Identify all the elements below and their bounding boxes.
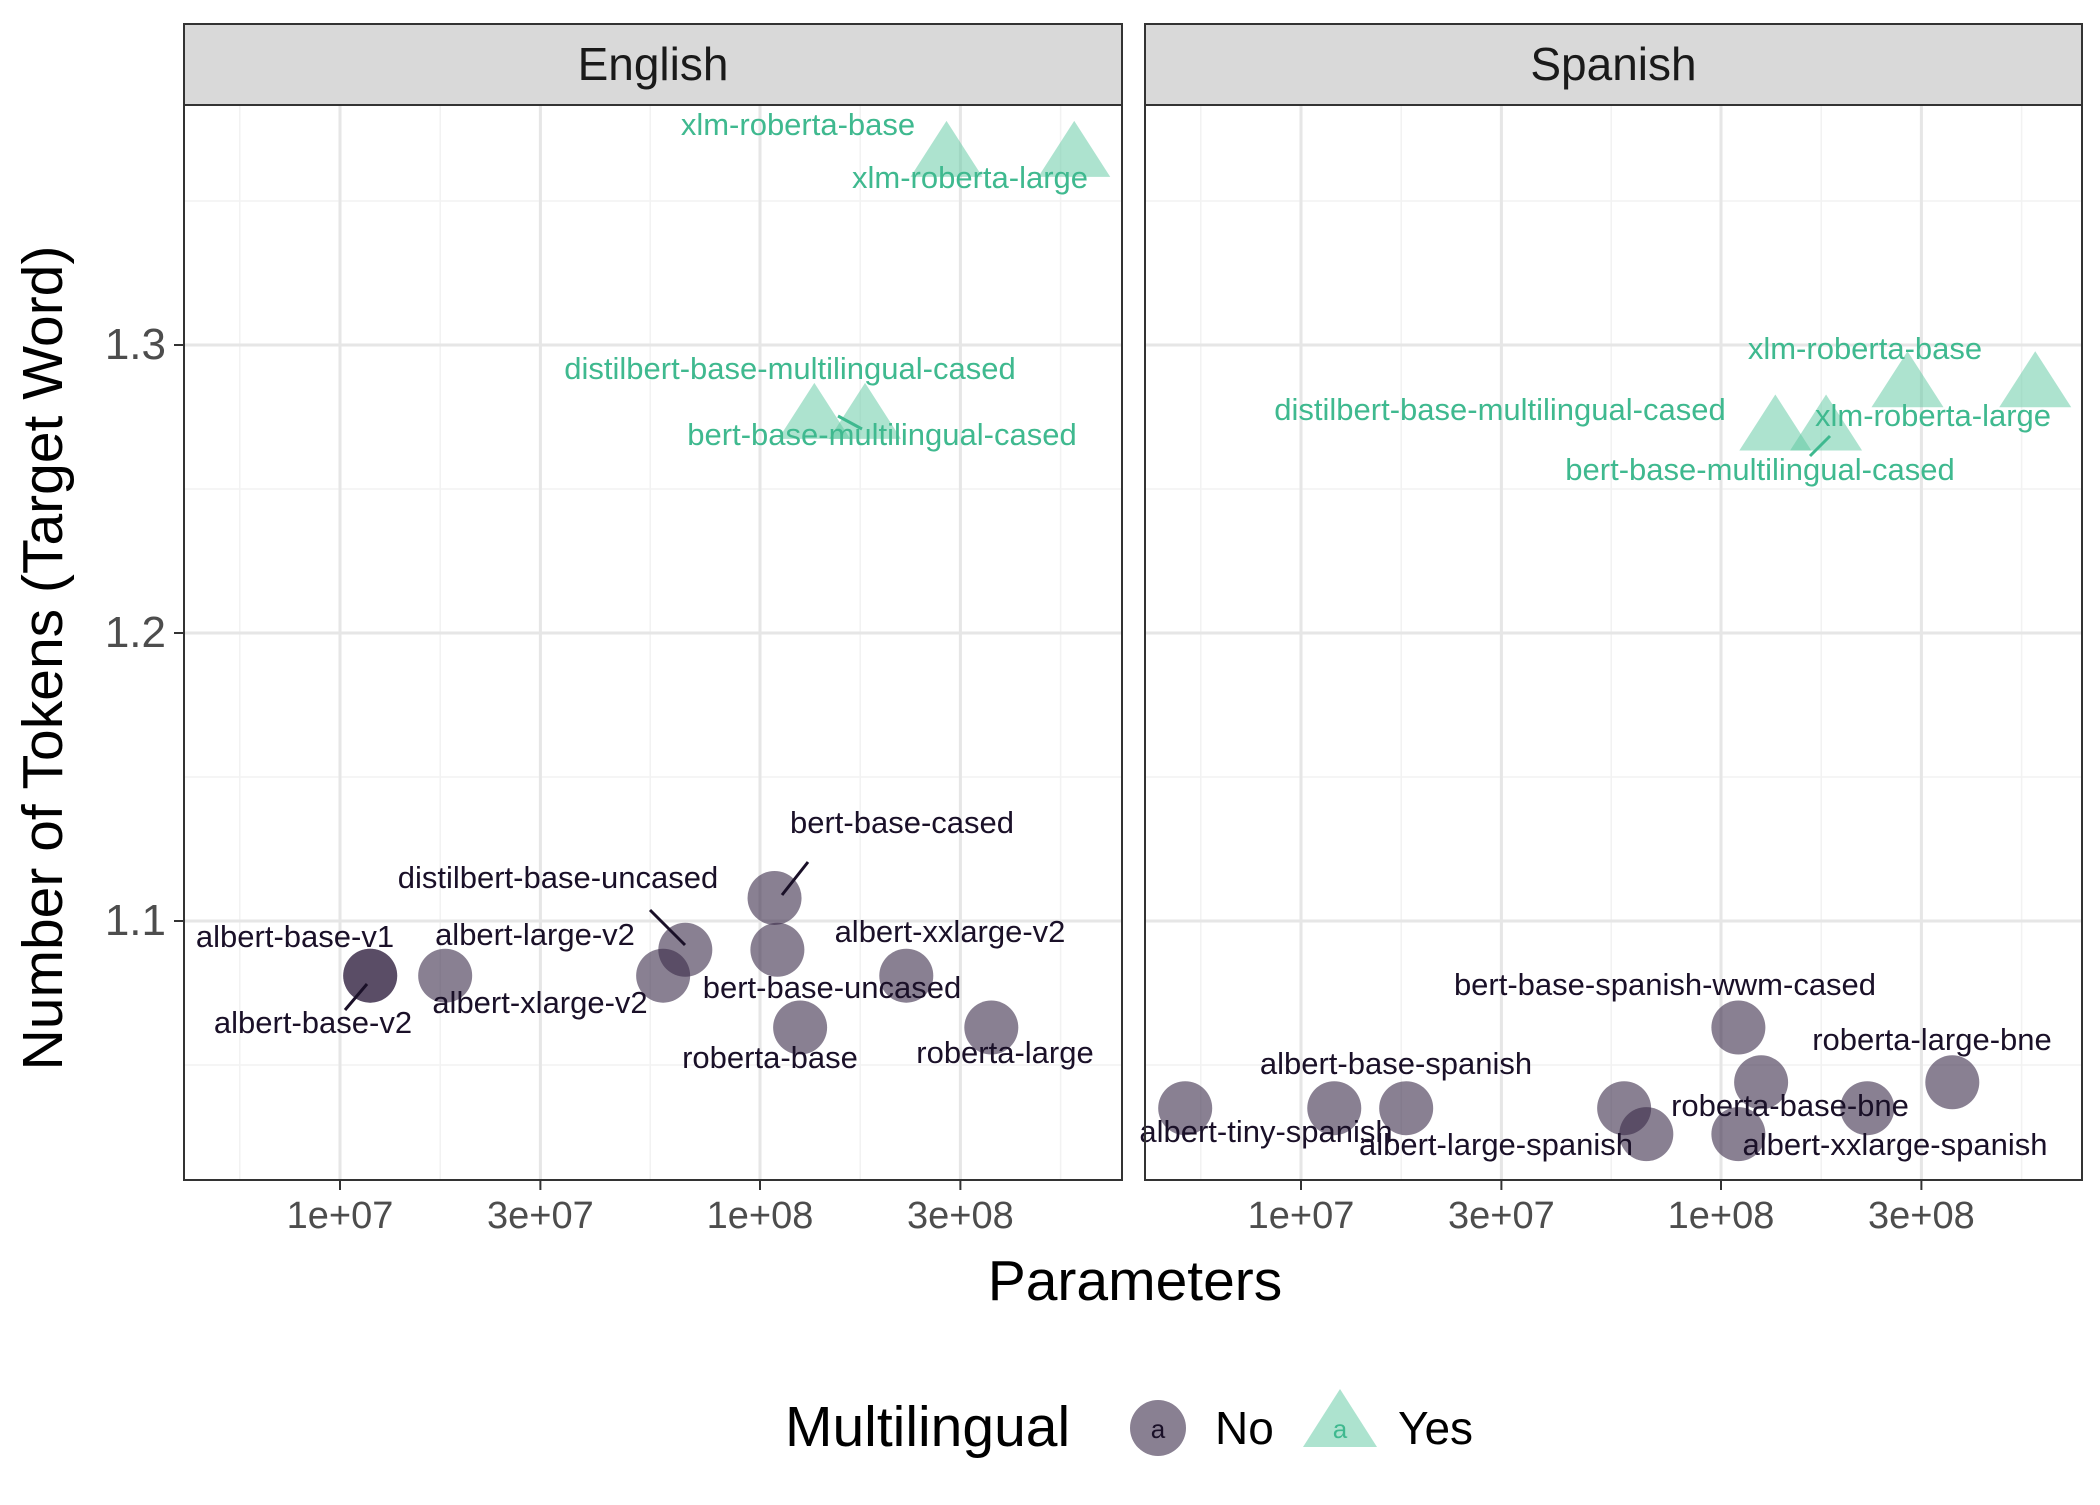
point-label-xlm-roberta-large: xlm-roberta-large bbox=[1815, 398, 2051, 433]
x-tick-label: 3e+08 bbox=[1868, 1195, 1975, 1237]
panel-border-spanish bbox=[1144, 104, 2083, 1181]
point-roberta-large bbox=[964, 1000, 1019, 1055]
point-label-bert-base-cased: bert-base-cased bbox=[790, 805, 1014, 840]
point-label-albert-large-v2: albert-large-v2 bbox=[435, 917, 635, 952]
x-tick-label: 3e+07 bbox=[1448, 1195, 1555, 1237]
point-label-albert-base-v1: albert-base-v1 bbox=[196, 919, 394, 954]
point-label-xlm-roberta-large: xlm-roberta-large bbox=[852, 160, 1088, 195]
point-xlm-roberta-large bbox=[1038, 120, 1111, 177]
facet-strip-title-spanish: Spanish bbox=[1530, 38, 1696, 90]
point-distilbert-base-multilingual-cased bbox=[1739, 394, 1812, 451]
point-label-albert-tiny-spanish: albert-tiny-spanish bbox=[1139, 1114, 1392, 1149]
x-tick-label: 1e+07 bbox=[1248, 1195, 1355, 1237]
y-tick-label: 1.3 bbox=[105, 320, 166, 369]
y-axis-label: Number of Tokens (Target Word) bbox=[11, 246, 75, 1071]
point-label-distilbert-base-multilingual-cased: distilbert-base-multilingual-cased bbox=[564, 351, 1015, 386]
point-albert-large-spanish bbox=[1379, 1081, 1434, 1136]
point-distilbert-base-multilingual-cased bbox=[778, 382, 851, 439]
point-albert-xxlarge-spanish bbox=[1840, 1081, 1895, 1136]
point-roberta-base-bne bbox=[1734, 1055, 1789, 1110]
legend-key-yes-triangle bbox=[1303, 1389, 1377, 1447]
point-bert-base-multilingual-cased bbox=[1790, 394, 1863, 451]
x-axis-label: Parameters bbox=[988, 1249, 1283, 1313]
point-label-albert-xxlarge-spanish: albert-xxlarge-spanish bbox=[1743, 1127, 2048, 1162]
point-label-roberta-large: roberta-large bbox=[916, 1035, 1093, 1070]
point-bert-base-cased bbox=[747, 870, 802, 925]
point-label-distilbert-base-multilingual-cased: distilbert-base-multilingual-cased bbox=[1274, 392, 1725, 427]
panel-spanish: Spanish albert-tiny-spanish albert-base-sp… bbox=[1139, 23, 2083, 1237]
point-label-xlm-roberta-base: xlm-roberta-base bbox=[681, 107, 915, 142]
point-label-xlm-roberta-base: xlm-roberta-base bbox=[1748, 331, 1982, 366]
legend-label-no: No bbox=[1215, 1402, 1274, 1454]
x-tick-label: 1e+08 bbox=[1668, 1195, 1775, 1237]
facet-strip-spanish bbox=[1144, 23, 2083, 106]
point-label-bert-base-multilingual-cased: bert-base-multilingual-cased bbox=[1565, 452, 1954, 487]
label-connector-albert-base-v2 bbox=[343, 983, 369, 1011]
point-albert-xxlarge-v2 bbox=[879, 948, 934, 1003]
point-bert-base-uncased bbox=[750, 922, 805, 977]
point-bert-base-spanish-wwm-cased bbox=[1711, 1000, 1766, 1055]
point-label-albert-base-v2: albert-base-v2 bbox=[214, 1005, 412, 1040]
point-label-albert-base-spanish: albert-base-spanish bbox=[1260, 1046, 1532, 1081]
y-tick-label: 1.2 bbox=[105, 608, 166, 657]
label-connector-distilbert-base-uncased bbox=[648, 908, 687, 947]
panel-english: English albert-base-v1 albert-base-v2 alber… bbox=[183, 23, 1123, 1237]
point-xlm-roberta-large bbox=[1999, 351, 2072, 408]
axes-layer: Parameters Number of Tokens (Target Word… bbox=[11, 246, 1282, 1313]
point-distilbert-base-spanish bbox=[1619, 1107, 1674, 1162]
label-connector-bert-base-multilingual-cased bbox=[1808, 434, 1832, 458]
point-albert-base-v2 bbox=[343, 948, 398, 1003]
point-label-bert-base-spanish-wwm-cased: bert-base-spanish-wwm-cased bbox=[1454, 967, 1876, 1002]
x-tick-label: 3e+08 bbox=[907, 1195, 1014, 1237]
x-tick-label: 1e+08 bbox=[707, 1195, 814, 1237]
panel-background-spanish bbox=[1145, 105, 2082, 1180]
legend-key-yes-glyph: a bbox=[1333, 1414, 1348, 1444]
point-albert-base-spanish bbox=[1307, 1081, 1362, 1136]
legend-label-yes: Yes bbox=[1398, 1402, 1473, 1454]
point-label-distilbert-base-uncased: distilbert-base-uncased bbox=[398, 860, 719, 895]
point-distilbert-base-uncased bbox=[658, 922, 713, 977]
label-connector-bert-base-cased bbox=[780, 861, 810, 896]
x-tick-label: 1e+07 bbox=[287, 1195, 394, 1237]
point-label-albert-xxlarge-v2: albert-xxlarge-v2 bbox=[835, 914, 1066, 949]
x-tick-label: 3e+07 bbox=[487, 1195, 594, 1237]
point-label-roberta-base-bne: roberta-base-bne bbox=[1671, 1088, 1909, 1123]
label-connector-bert-base-multilingual-cased bbox=[837, 414, 863, 431]
point-bert-base-multilingual-cased bbox=[829, 382, 902, 439]
point-albert-large-v2 bbox=[418, 948, 473, 1003]
y-tick-label: 1.1 bbox=[105, 896, 166, 945]
point-label-roberta-base: roberta-base bbox=[682, 1040, 858, 1075]
point-label-bert-base-uncased: bert-base-uncased bbox=[703, 970, 962, 1005]
point-label-roberta-large-bne: roberta-large-bne bbox=[1812, 1022, 2052, 1057]
panels-layer: English albert-base-v1 albert-base-v2 alber… bbox=[105, 23, 2083, 1237]
legend: Multilingual a No a Yes bbox=[785, 1389, 1473, 1459]
point-label-albert-xlarge-v2: albert-xlarge-v2 bbox=[432, 985, 647, 1020]
facet-strip-title-english: English bbox=[578, 38, 729, 90]
point-roberta-large-bne bbox=[1925, 1055, 1980, 1110]
point-bert-base-spanish-wwm-uncased bbox=[1711, 1107, 1766, 1162]
point-label-bert-base-multilingual-cased: bert-base-multilingual-cased bbox=[687, 417, 1076, 452]
legend-key-no-circle bbox=[1130, 1400, 1186, 1456]
panel-border-english bbox=[183, 104, 1123, 1181]
point-label-albert-large-spanish: albert-large-spanish bbox=[1359, 1127, 1633, 1162]
legend-key-no-glyph: a bbox=[1151, 1414, 1166, 1444]
point-xlm-roberta-base bbox=[1871, 351, 1944, 408]
legend-title: Multilingual bbox=[785, 1395, 1070, 1459]
point-albert-tiny-spanish bbox=[1158, 1081, 1213, 1136]
point-roberta-base bbox=[773, 1000, 828, 1055]
point-xlm-roberta-base bbox=[910, 120, 983, 177]
